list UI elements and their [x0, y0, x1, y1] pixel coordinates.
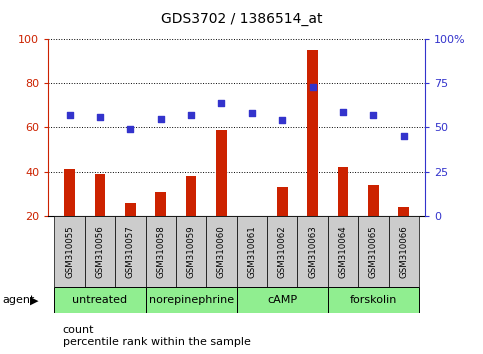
Text: GSM310060: GSM310060	[217, 225, 226, 278]
Bar	[55, 216, 85, 287]
Point	[187, 112, 195, 118]
Bar	[298, 216, 328, 287]
Bar	[145, 216, 176, 287]
Bar	[277, 187, 287, 216]
Point	[369, 112, 377, 118]
Text: GSM310066: GSM310066	[399, 225, 408, 278]
Bar	[237, 216, 267, 287]
Text: forskolin: forskolin	[350, 295, 397, 305]
Bar	[95, 174, 105, 216]
Bar	[368, 185, 379, 216]
Point	[339, 109, 347, 114]
Point	[218, 100, 226, 105]
Bar	[358, 216, 389, 287]
Bar	[186, 176, 197, 216]
Text: GSM310055: GSM310055	[65, 225, 74, 278]
Bar	[115, 216, 145, 287]
Text: GDS3702 / 1386514_at: GDS3702 / 1386514_at	[161, 12, 322, 27]
Text: percentile rank within the sample: percentile rank within the sample	[63, 337, 251, 347]
Text: GSM310062: GSM310062	[278, 225, 287, 278]
Bar	[206, 216, 237, 287]
Bar	[237, 287, 328, 313]
Bar	[328, 216, 358, 287]
Text: GSM310056: GSM310056	[96, 225, 104, 278]
Text: untreated: untreated	[72, 295, 128, 305]
Text: GSM310061: GSM310061	[247, 225, 256, 278]
Text: GSM310059: GSM310059	[186, 225, 196, 278]
Bar	[125, 202, 136, 216]
Bar	[55, 287, 145, 313]
Bar	[216, 130, 227, 216]
Point	[157, 116, 165, 121]
Text: agent: agent	[2, 295, 35, 305]
Point	[309, 84, 316, 90]
Bar	[176, 216, 206, 287]
Bar	[389, 216, 419, 287]
Point	[248, 110, 256, 116]
Text: cAMP: cAMP	[267, 295, 298, 305]
Bar	[267, 216, 298, 287]
Bar	[398, 207, 409, 216]
Text: count: count	[63, 325, 94, 335]
Bar	[64, 170, 75, 216]
Point	[66, 112, 73, 118]
Bar	[85, 216, 115, 287]
Point	[127, 126, 134, 132]
Point	[278, 118, 286, 123]
Point	[96, 114, 104, 120]
Bar	[307, 50, 318, 216]
Bar	[328, 287, 419, 313]
Text: GSM310065: GSM310065	[369, 225, 378, 278]
Text: ▶: ▶	[30, 295, 39, 305]
Text: GSM310057: GSM310057	[126, 225, 135, 278]
Bar	[338, 167, 348, 216]
Text: norepinephrine: norepinephrine	[149, 295, 234, 305]
Text: GSM310058: GSM310058	[156, 225, 165, 278]
Point	[400, 133, 408, 139]
Text: GSM310064: GSM310064	[339, 225, 347, 278]
Bar	[156, 192, 166, 216]
Text: GSM310063: GSM310063	[308, 225, 317, 278]
Bar	[145, 287, 237, 313]
